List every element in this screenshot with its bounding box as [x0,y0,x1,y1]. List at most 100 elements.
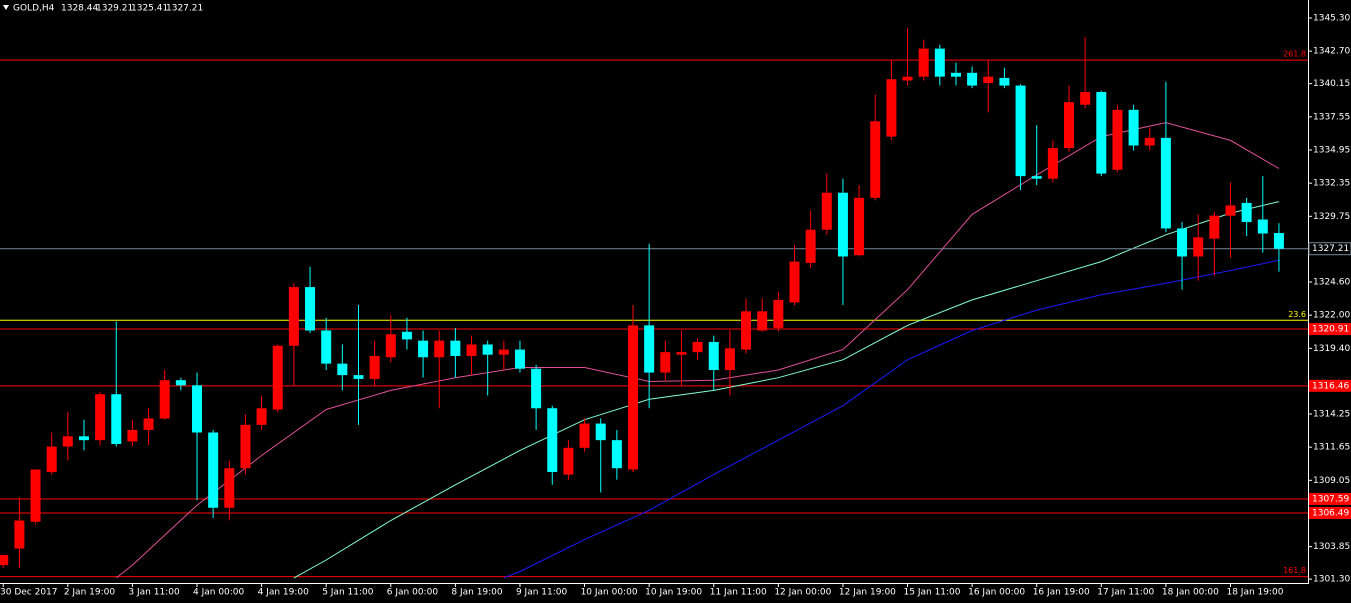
candle-body [514,349,525,369]
current-price-box [1308,242,1351,256]
candle-body [1096,91,1107,174]
candle-body [854,197,865,256]
last-low: 1325.41 [131,4,168,14]
candle-body [563,447,574,475]
candle-body [385,334,396,358]
candle-body [450,340,461,356]
candle-body [611,440,622,469]
candle-body [498,349,509,355]
candle-body [482,344,493,355]
candle-body [870,121,881,198]
candle-body [62,436,73,447]
candle-body [724,348,735,371]
menu-triangle[interactable] [3,5,9,10]
symbol: GOLD,H4 [13,4,55,14]
candle-body [95,394,106,441]
candle-body [434,340,445,358]
candle-body [1225,205,1236,216]
x-tick-label: 30 Dec 2017 [0,588,58,598]
candle-body [305,287,316,331]
candle-body [983,76,994,84]
candle-body [708,341,719,371]
x-tick-label: 10 Jan 19:00 [645,588,702,598]
plot [0,28,1308,579]
candle-body [644,325,655,373]
candle-body [208,432,219,508]
y-tick-label: 1342.70 [1313,47,1350,57]
candle-body [46,446,57,473]
y-tick-label: 1314.25 [1313,410,1350,420]
price-line-label-box [1309,492,1351,505]
x-tick-label: 12 Jan 00:00 [774,588,831,598]
last-close: 1327.21 [166,4,203,14]
candle-body [0,554,9,566]
level-label: 23.6 [1288,310,1306,319]
candle-body [773,299,784,328]
x-tick-label: 4 Jan 00:00 [193,588,245,598]
candle-body [159,380,170,419]
candle-body [1015,85,1026,177]
moving-average [503,259,1280,579]
candle-body [111,394,122,444]
x-tick-label: 6 Jan 00:00 [387,588,439,598]
candle-body [1257,219,1268,234]
candle-body [369,355,380,379]
y-tick-label: 1309.05 [1313,476,1350,486]
candle-body [321,330,332,364]
x-tick-label: 15 Jan 11:00 [904,588,961,598]
candle-body [1273,233,1284,249]
candle-body [676,352,687,355]
y-tick-label: 1324.60 [1313,277,1350,287]
price-line-label: 1316.46 [1312,381,1349,391]
candle-body [1047,148,1058,179]
x-tick-label: 10 Jan 00:00 [581,588,638,598]
candle-body [256,408,267,425]
candle-body [288,287,299,346]
y-tick-label: 1322.00 [1313,311,1350,321]
price-line-label-box [1309,379,1351,392]
y-tick-label: 1301.30 [1313,575,1350,585]
level-label: 261.8 [1283,50,1306,59]
x-tick-label: 8 Jan 19:00 [451,588,503,598]
candle-body [789,261,800,303]
y-tick-label: 1337.55 [1313,112,1350,122]
x-tick-label: 9 Jan 11:00 [516,588,568,598]
candle-body [531,368,542,409]
candle-body [741,311,752,350]
y-tick-label: 1319.40 [1313,344,1350,354]
candle-body [1112,109,1123,170]
x-tick-label: 11 Jan 11:00 [710,588,767,598]
x-tick-label: 16 Jan 19:00 [1033,588,1090,598]
price-line-label-box [1309,323,1351,336]
candle-body [1031,176,1042,179]
candle-body [466,344,477,356]
x-tick-label: 16 Jan 00:00 [968,588,1025,598]
candle-body [660,352,671,373]
level-label: 161.8 [1283,566,1306,575]
y-tick-label: 1332.35 [1313,179,1350,189]
candle-body [1080,91,1091,105]
candle-body [579,423,590,448]
candle-body [595,423,606,441]
candle-body [1241,202,1252,223]
candle-body [902,76,913,81]
candle-body [757,311,768,331]
candle-body [418,340,429,358]
candle-body [1144,137,1155,146]
candle-body [918,48,929,77]
candle-body [143,418,154,430]
y-tick-label: 1340.15 [1313,79,1350,89]
x-tick-label: 2 Jan 19:00 [64,588,116,598]
candle-body [967,72,978,86]
candle-body [1193,237,1204,257]
candle-body [353,375,364,379]
x-tick-label: 12 Jan 19:00 [839,588,896,598]
x-tick-label: 3 Jan 11:00 [128,588,180,598]
price-line-label: 1320.91 [1312,325,1349,335]
x-tick-label: 5 Jan 11:00 [322,588,374,598]
y-tick-label: 1345.30 [1313,13,1350,23]
candle-body [999,77,1010,86]
candle-body [1064,102,1075,149]
